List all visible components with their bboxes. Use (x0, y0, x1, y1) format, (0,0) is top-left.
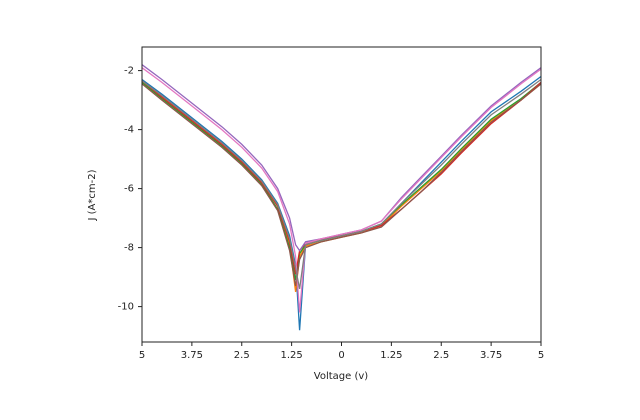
y-tick-label: -6 (124, 184, 134, 195)
series-line (141, 64, 542, 252)
y-axis-label: J (A*cm-2) (87, 169, 98, 221)
y-tick-label: -4 (124, 125, 134, 136)
x-tick-label: 5 (538, 350, 544, 361)
plot-frame (141, 46, 542, 343)
x-tick-label: 3.75 (181, 350, 203, 361)
x-tick-label: 2.5 (433, 350, 449, 361)
series-line (141, 67, 542, 313)
x-tick-label: 2.5 (234, 350, 250, 361)
x-axis-label: Voltage (v) (314, 371, 369, 382)
y-tick-label: -10 (118, 302, 134, 313)
series-line (141, 81, 542, 281)
x-tick-label: 1.25 (280, 350, 302, 361)
y-tick-label: -8 (124, 243, 134, 254)
series-line (141, 78, 542, 290)
x-tick-label: 0 (338, 350, 344, 361)
series-line (141, 83, 542, 287)
y-tick-label: -2 (124, 66, 134, 77)
x-tick-label: 5 (139, 350, 145, 361)
x-tick-label: 1.25 (380, 350, 402, 361)
x-tick-label: 3.75 (480, 350, 502, 361)
series-line (141, 80, 542, 275)
